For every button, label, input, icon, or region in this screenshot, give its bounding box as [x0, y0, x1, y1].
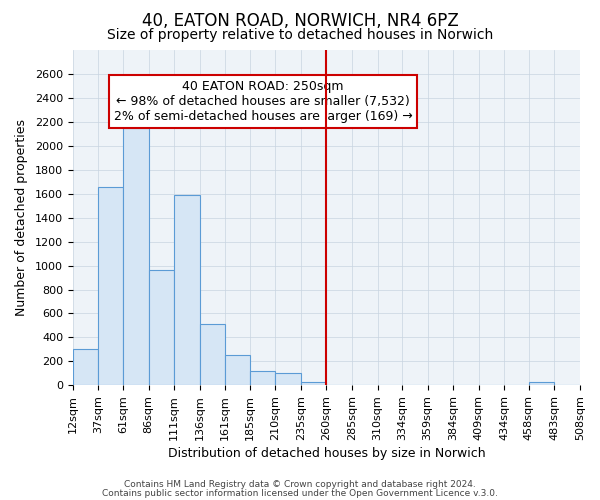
Bar: [174, 195, 200, 386]
Bar: [529, 382, 554, 386]
Text: Contains HM Land Registry data © Crown copyright and database right 2024.: Contains HM Land Registry data © Crown c…: [124, 480, 476, 489]
Text: 40, EATON ROAD, NORWICH, NR4 6PZ: 40, EATON ROAD, NORWICH, NR4 6PZ: [142, 12, 458, 30]
Text: Contains public sector information licensed under the Open Government Licence v.: Contains public sector information licen…: [102, 488, 498, 498]
Bar: [73, 350, 98, 386]
Y-axis label: Number of detached properties: Number of detached properties: [15, 119, 28, 316]
X-axis label: Distribution of detached houses by size in Norwich: Distribution of detached houses by size …: [167, 447, 485, 460]
Bar: [149, 270, 174, 386]
Text: 40 EATON ROAD: 250sqm
← 98% of detached houses are smaller (7,532)
2% of semi-de: 40 EATON ROAD: 250sqm ← 98% of detached …: [113, 80, 412, 123]
Bar: [200, 324, 225, 386]
Bar: [301, 382, 326, 386]
Bar: [98, 186, 123, 386]
Bar: [123, 128, 149, 386]
Bar: [275, 374, 301, 386]
Bar: [250, 371, 275, 386]
Text: Size of property relative to detached houses in Norwich: Size of property relative to detached ho…: [107, 28, 493, 42]
Bar: [225, 355, 250, 386]
